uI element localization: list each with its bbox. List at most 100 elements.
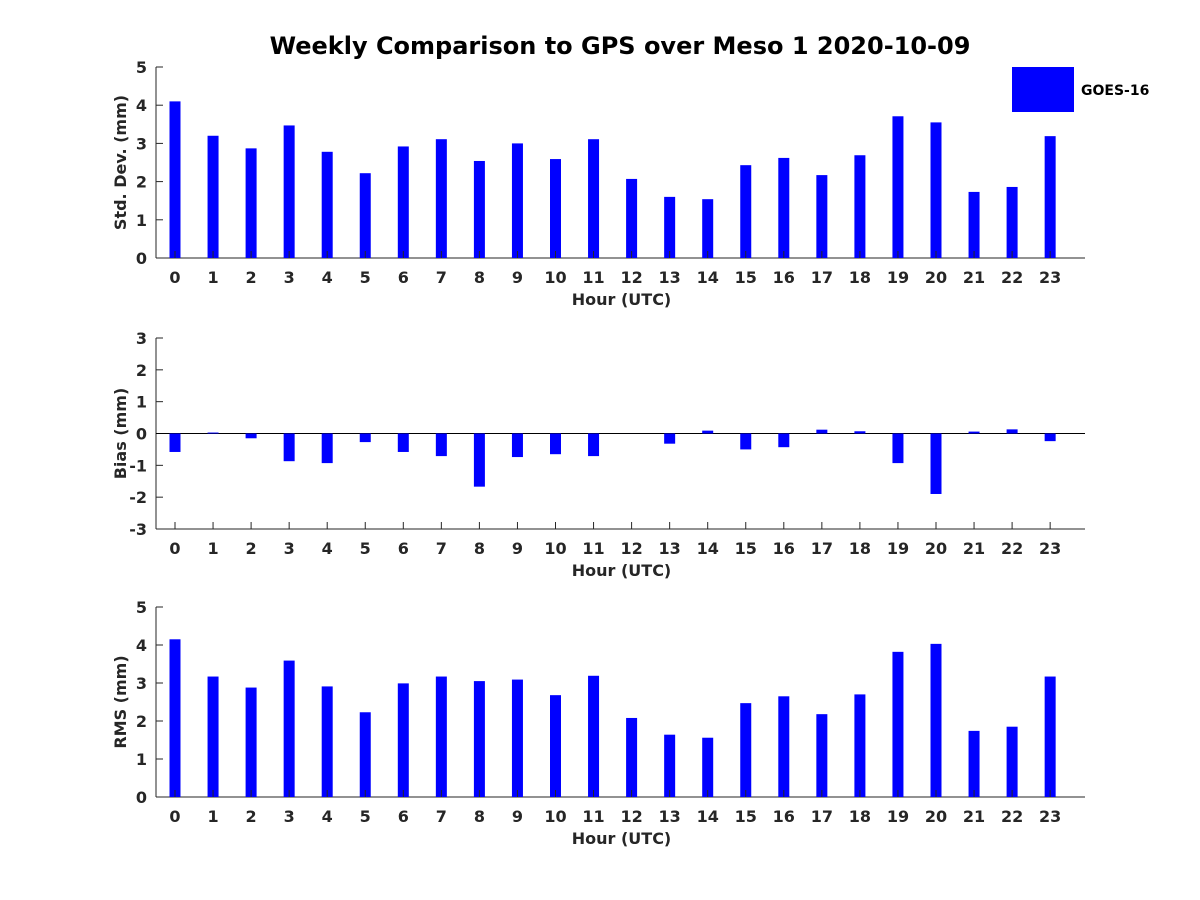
bar-rms-hour-10 bbox=[550, 695, 561, 797]
bar-rms-hour-22 bbox=[1006, 726, 1018, 797]
legend: GOES-16 bbox=[1012, 67, 1149, 112]
bar-rms-hour-11 bbox=[588, 675, 600, 797]
x-tick-label: 21 bbox=[963, 539, 985, 558]
x-tick-label: 11 bbox=[582, 807, 604, 826]
bar-rms-hour-17 bbox=[816, 714, 828, 797]
bar-std-hour-23 bbox=[1044, 136, 1056, 258]
x-axis-label: Hour (UTC) bbox=[572, 829, 672, 848]
x-tick-label: 5 bbox=[360, 539, 371, 558]
y-tick-label: 1 bbox=[136, 211, 147, 230]
x-tick-label: 1 bbox=[207, 539, 218, 558]
x-tick-label: 14 bbox=[697, 807, 719, 826]
y-tick-label: 2 bbox=[136, 361, 147, 380]
x-tick-label: 14 bbox=[697, 268, 719, 287]
y-tick-label: 1 bbox=[136, 750, 147, 769]
x-tick-label: 3 bbox=[284, 807, 295, 826]
x-tick-label: 19 bbox=[887, 268, 909, 287]
bar-rms-hour-3 bbox=[283, 660, 295, 797]
bar-rms-hour-7 bbox=[435, 676, 447, 797]
y-tick-label: 0 bbox=[136, 249, 147, 268]
bar-rms-hour-9 bbox=[511, 679, 523, 797]
x-tick-label: 0 bbox=[169, 539, 180, 558]
x-tick-label: 22 bbox=[1001, 539, 1023, 558]
bar-rms-hour-23 bbox=[1044, 676, 1056, 797]
bar-rms-hour-8 bbox=[473, 681, 485, 797]
bar-bias-hour-13 bbox=[664, 433, 676, 444]
x-tick-label: 0 bbox=[169, 268, 180, 287]
x-tick-label: 15 bbox=[735, 268, 757, 287]
x-tick-label: 11 bbox=[582, 268, 604, 287]
y-tick-label: 3 bbox=[136, 674, 147, 693]
bar-bias-hour-1 bbox=[207, 432, 219, 434]
y-tick-label: 5 bbox=[136, 598, 147, 617]
bar-rms-hour-6 bbox=[397, 683, 409, 797]
bar-bias-hour-8 bbox=[473, 433, 485, 487]
x-tick-label: 12 bbox=[620, 807, 642, 826]
y-tick-label: 2 bbox=[136, 712, 147, 731]
bar-bias-hour-17 bbox=[816, 429, 828, 434]
bar-std-hour-18 bbox=[854, 155, 866, 258]
bar-bias-hour-22 bbox=[1006, 429, 1018, 434]
x-tick-label: 10 bbox=[544, 268, 566, 287]
x-tick-label: 16 bbox=[773, 539, 795, 558]
x-tick-label: 20 bbox=[925, 807, 947, 826]
bar-rms-hour-18 bbox=[854, 694, 866, 797]
y-axis-label: RMS (mm) bbox=[111, 655, 130, 748]
bar-rms-hour-0 bbox=[169, 639, 181, 797]
x-tick-label: 11 bbox=[582, 539, 604, 558]
x-tick-label: 5 bbox=[360, 268, 371, 287]
x-tick-label: 19 bbox=[887, 807, 909, 826]
x-tick-label: 18 bbox=[849, 807, 871, 826]
x-tick-label: 7 bbox=[436, 807, 447, 826]
y-tick-label: -3 bbox=[129, 520, 147, 539]
x-axis-label: Hour (UTC) bbox=[572, 290, 672, 309]
bar-rms-hour-19 bbox=[892, 651, 904, 797]
legend-label: GOES-16 bbox=[1081, 83, 1149, 99]
bar-bias-hour-18 bbox=[854, 431, 866, 434]
bar-bias-hour-6 bbox=[397, 433, 409, 452]
x-tick-label: 1 bbox=[207, 807, 218, 826]
y-axis-label: Std. Dev. (mm) bbox=[111, 95, 130, 230]
y-tick-label: 3 bbox=[136, 134, 147, 153]
x-tick-label: 0 bbox=[169, 807, 180, 826]
bar-rms-hour-15 bbox=[740, 703, 752, 797]
x-tick-label: 9 bbox=[512, 268, 523, 287]
x-tick-label: 15 bbox=[735, 539, 757, 558]
bar-rms-hour-16 bbox=[778, 696, 790, 797]
bar-rms-hour-20 bbox=[930, 643, 942, 797]
x-tick-label: 21 bbox=[963, 268, 985, 287]
x-tick-label: 4 bbox=[322, 539, 333, 558]
bar-std-hour-19 bbox=[892, 116, 904, 258]
x-tick-label: 23 bbox=[1039, 539, 1061, 558]
bar-rms-hour-21 bbox=[968, 730, 980, 797]
bar-bias-hour-23 bbox=[1044, 433, 1056, 442]
x-tick-label: 16 bbox=[773, 268, 795, 287]
bar-bias-hour-0 bbox=[169, 433, 181, 452]
x-tick-label: 2 bbox=[246, 807, 257, 826]
x-axis-label: Hour (UTC) bbox=[572, 561, 672, 580]
bar-bias-hour-15 bbox=[740, 433, 752, 450]
x-tick-label: 9 bbox=[512, 539, 523, 558]
bar-rms-hour-2 bbox=[245, 687, 257, 797]
bar-std-hour-22 bbox=[1006, 186, 1018, 258]
x-tick-label: 16 bbox=[773, 807, 795, 826]
x-tick-label: 23 bbox=[1039, 268, 1061, 287]
bar-std-hour-15 bbox=[740, 165, 752, 258]
x-tick-label: 22 bbox=[1001, 807, 1023, 826]
bar-std-hour-4 bbox=[321, 151, 333, 258]
x-tick-label: 10 bbox=[544, 807, 566, 826]
x-tick-label: 5 bbox=[360, 807, 371, 826]
bar-std-hour-14 bbox=[702, 199, 714, 258]
bar-std-hour-8 bbox=[473, 160, 485, 258]
y-tick-label: 3 bbox=[136, 329, 147, 348]
bar-rms-hour-1 bbox=[207, 676, 219, 797]
bar-bias-hour-2 bbox=[245, 433, 257, 439]
bar-std-hour-12 bbox=[626, 178, 638, 258]
x-tick-label: 18 bbox=[849, 268, 871, 287]
x-tick-label: 1 bbox=[207, 268, 218, 287]
x-tick-label: 19 bbox=[887, 539, 909, 558]
